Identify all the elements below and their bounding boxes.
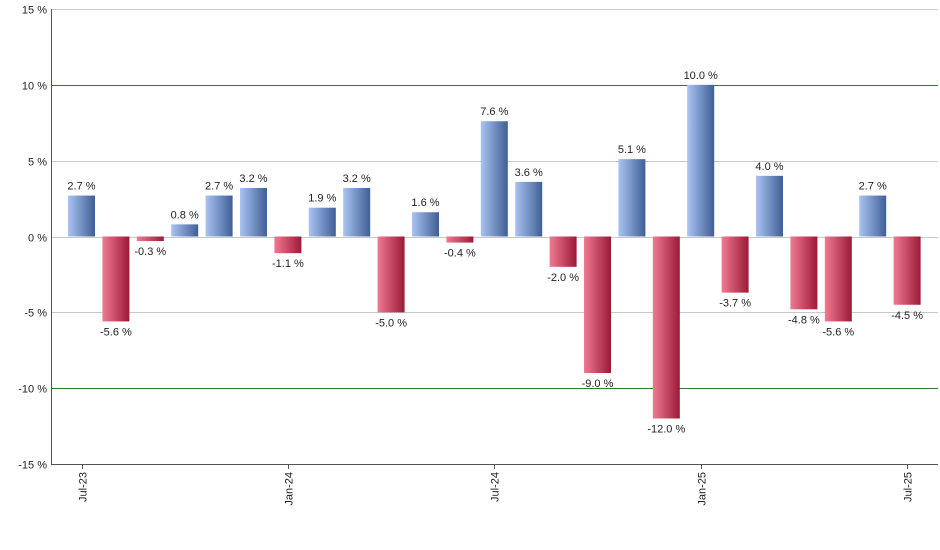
data-label: 2.7 % [67, 181, 95, 193]
data-label: -0.4 % [444, 248, 476, 260]
data-label: 10.0 % [684, 70, 718, 82]
bar [377, 236, 405, 313]
bar [480, 121, 508, 237]
bar [446, 236, 474, 243]
bar [859, 195, 887, 237]
data-label: 3.2 % [343, 173, 371, 185]
bars [68, 84, 921, 419]
y-tick-label: -15 % [18, 460, 47, 472]
data-label: 2.7 % [205, 181, 233, 193]
bar [68, 195, 95, 237]
bar [205, 195, 233, 237]
bar [515, 181, 543, 237]
data-label: -1.1 % [272, 258, 304, 270]
bar [240, 187, 267, 237]
data-label: 1.9 % [308, 193, 336, 205]
bar [102, 236, 130, 322]
bar [549, 236, 577, 267]
data-label: -2.0 % [547, 272, 579, 284]
bar [721, 236, 749, 293]
x-tick-label: Jul-24 [490, 472, 502, 502]
data-label: 7.6 % [480, 106, 508, 118]
data-label: -4.8 % [788, 314, 820, 326]
bar [343, 187, 371, 237]
bar [136, 236, 164, 242]
y-tick-label: 15 % [22, 5, 47, 17]
bar [893, 236, 921, 305]
x-tick-label: Jan-25 [697, 472, 709, 506]
bar [584, 236, 611, 373]
data-label: -3.7 % [719, 298, 751, 310]
data-label: -9.0 % [582, 378, 614, 390]
data-label: -5.6 % [100, 326, 132, 338]
x-tick-label: Jan-24 [284, 472, 296, 506]
axes: 15 % 10 % 5 % 0 % -5 % -10 % -15 % Jul-23 Jan-24… [18, 5, 938, 506]
bar [274, 236, 302, 254]
bar [687, 84, 715, 237]
x-tick-label: Jul-23 [78, 472, 90, 502]
data-label: 3.2 % [239, 173, 267, 185]
data-label: -12.0 % [647, 424, 685, 436]
bar [790, 236, 818, 310]
data-label: -0.3 % [134, 246, 166, 258]
y-tick-label: 5 % [28, 157, 47, 169]
bar [756, 175, 783, 237]
data-label: 4.0 % [755, 161, 783, 173]
y-tick-label: 10 % [22, 81, 47, 93]
bar [652, 236, 680, 419]
data-label: -5.6 % [822, 326, 854, 338]
data-label: 1.6 % [411, 197, 439, 209]
y-tick-label: -10 % [18, 384, 47, 396]
data-labels: 2.7 % -5.6 % -0.3 % 0.8 % 2.7 % 3.2 % -1.1 % 1.… [67, 70, 923, 436]
bar [824, 236, 852, 322]
data-label: -4.5 % [891, 310, 923, 322]
y-tick-label: -5 % [24, 308, 47, 320]
bar [412, 212, 439, 237]
y-tick-label: 0 % [28, 233, 47, 245]
x-tick-label: Jul-25 [903, 472, 915, 502]
bar [618, 159, 646, 237]
data-label: 3.6 % [515, 167, 543, 179]
data-label: -5.0 % [375, 317, 407, 329]
data-label: 0.8 % [171, 209, 199, 221]
bar [171, 224, 199, 237]
bar [308, 207, 336, 237]
data-label: 2.7 % [859, 181, 887, 193]
data-label: 5.1 % [618, 144, 646, 156]
